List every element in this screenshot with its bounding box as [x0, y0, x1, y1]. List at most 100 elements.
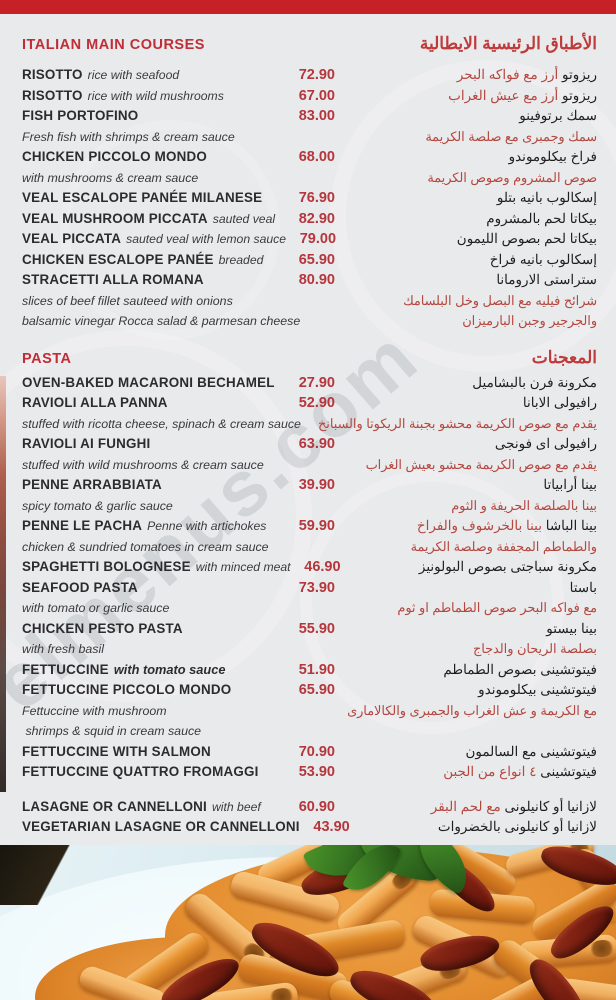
arabic-name-part: رافيولى اى فونجى	[494, 436, 597, 451]
item-name-en: CHICKEN PESTO PASTA	[22, 619, 285, 640]
item-description-ar: سمك وجمبرى مع صلصة الكريمة	[285, 127, 597, 148]
item-price: 79.00	[299, 231, 337, 247]
top-red-bar	[0, 0, 616, 14]
item-name-text: SPAGHETTI BOLOGNESE	[22, 559, 191, 574]
menu-item-description-row: shrimps & squid in cream sauce	[0, 721, 616, 742]
menu-item-row: VEAL MUSHROOM PICCATA sauted veal 82.90 بيك…	[0, 209, 616, 230]
menu-item-description-row: stuffed with ricotta cheese, spinach & c…	[0, 414, 616, 435]
item-name-en: FISH PORTOFINO	[22, 106, 285, 127]
item-name-text: CHICKEN PESTO PASTA	[22, 620, 183, 636]
menu-item-description-row: spicy tomato & garlic sauce بينا بالصلصة …	[0, 496, 616, 517]
photo-dark-corner	[0, 845, 144, 905]
section-header-pasta: PASTA المعجنات	[0, 346, 616, 371]
item-name-en: STRACETTI ALLA ROMANA	[22, 270, 285, 291]
arabic-name-part: إسكالوب بانيه بتلو	[496, 190, 597, 205]
item-price: 65.90	[298, 682, 335, 698]
arabic-name-part: بيكاتا لحم بصوص الليمون	[456, 231, 597, 246]
arabic-red-part: ٤ انواع من الجبن	[443, 764, 537, 779]
item-name-ar: فيتوتشينى ٤ انواع من الجبن	[335, 762, 597, 783]
item-name-en: PENNE LE PACHA Penne with artichokes	[22, 516, 285, 537]
arabic-red-part: شرائح فيليه مع البصل وخل البلسامك	[403, 292, 597, 308]
item-price: 70.90	[298, 743, 335, 760]
arabic-name-part: إسكالوب بانيه فراخ	[489, 251, 597, 267]
arabic-red-part: أرز مع فواكه البحر	[456, 67, 559, 82]
item-price: 67.00	[298, 87, 335, 104]
arabic-name-part: ستراستى الارومانا	[496, 272, 597, 287]
arabic-red-part: يقدم مع صوص الكريمة محشو بعيش الغراب	[365, 456, 597, 472]
item-subtext-en: breaded	[218, 252, 264, 267]
menu-item-description-row: Fresh fish with shrimps & cream sauce سمك…	[0, 127, 616, 148]
background-swirl-ornament	[60, 120, 280, 340]
arabic-red-part: يقدم مع صوص الكريمة محشو بجبنة الريكوتا …	[318, 415, 597, 431]
arabic-red-part: بينا بالصلصة الحريفة و الثوم	[451, 497, 597, 513]
menu-item-description-row: stuffed with wild mushrooms & cream sauc…	[0, 455, 616, 476]
arabic-name-part: ريزوتو	[562, 67, 597, 82]
menu-item-row: FETTUCCINE with tomato sauce 51.90 فيتوتشين…	[0, 660, 616, 681]
item-name-en: FETTUCCINE with tomato sauce	[22, 660, 285, 681]
item-description-en: slices of beef fillet sauteed with onion…	[22, 293, 233, 308]
menu-item-description-row: with fresh basil بصلصة الريحان والدجاج	[0, 639, 616, 660]
arabic-red-part: بصلصة الريحان والدجاج	[472, 641, 597, 656]
item-subtext-en: with tomato sauce	[113, 661, 226, 677]
item-price: 80.90	[298, 272, 335, 288]
section-title-ar: المعجنات	[531, 347, 597, 367]
item-price: 43.90	[313, 819, 350, 835]
item-name-en: RAVIOLI AI FUNGHI	[22, 434, 285, 455]
item-subtext-en: rice with seafood	[87, 68, 180, 82]
item-name-en: CHICKEN ESCALOPE PANÉE breaded	[22, 250, 285, 271]
menu-item-row: LASAGNE OR CANNELLONI with beef 60.90 لازان…	[0, 797, 616, 818]
arabic-name-part: فيتوتشينى مع السالمون	[465, 743, 597, 759]
item-name-ar: إسكالوب بانيه بتلو	[335, 188, 597, 209]
menu-item-row: PENNE ARRABBIATA 39.90 بينا أرابياتا	[0, 475, 616, 496]
penne-hole	[267, 986, 296, 1000]
menu-item-description-row: balsamic vinegar Rocca salad & parmesan …	[0, 311, 616, 332]
arabic-name-part: بيكاتا لحم بالمشروم	[486, 210, 597, 226]
item-name-text: LASAGNE OR CANNELLONI	[22, 798, 207, 814]
item-price: 60.90	[298, 798, 335, 815]
item-name-en: FETTUCCINE QUATTRO FROMAGGI	[22, 762, 285, 783]
menu-item-description-row: Fettuccine with mushroom مع الكريمة و عش …	[0, 701, 616, 722]
item-description-ar: صوص المشروم وصوص الكريمة	[285, 168, 597, 189]
item-description-en: with fresh basil	[22, 642, 104, 656]
item-name-ar: ريزوتو أرز مع فواكه البحر	[335, 65, 597, 86]
arabic-name-part: بينا الباشا	[545, 518, 597, 533]
item-name-text: PENNE ARRABBIATA	[22, 477, 162, 492]
item-name-en: VEAL MUSHROOM PICCATA sauted veal	[22, 209, 285, 230]
item-description-en: balsamic vinegar Rocca salad & parmesan …	[22, 314, 301, 328]
item-name-en: RISOTTO rice with wild mushrooms	[22, 86, 285, 107]
arabic-name-part: سمك برتوفينو	[519, 108, 597, 123]
item-description-en: stuffed with wild mushrooms & cream sauc…	[22, 457, 264, 472]
item-name-en: VEGETARIAN LASAGNE OR CANNELLONI	[22, 817, 300, 838]
item-price: 76.90	[298, 190, 335, 206]
item-name-en: PENNE ARRABBIATA	[22, 475, 285, 496]
menu-item-row: RAVIOLI ALLA PANNA 52.90 رافيولى الابانا	[0, 393, 616, 414]
menu-item-description-row: with mushrooms & cream sauce صوص المشروم …	[0, 168, 616, 189]
item-price: 59.90	[298, 518, 335, 534]
item-name-ar: بيكاتا لحم بالمشروم	[335, 209, 597, 230]
item-name-text: CHICKEN PICCOLO MONDO	[22, 149, 207, 164]
item-description-en: chicken & sundried tomatoes in cream sau…	[22, 539, 269, 554]
arabic-name-part: بينا أرابياتا	[543, 477, 597, 492]
menu-item-row: FETTUCCINE QUATTRO FROMAGGI 53.90 فيتوتشين…	[0, 762, 616, 783]
item-price: 63.90	[298, 436, 335, 452]
section-title-en: PASTA	[22, 350, 72, 367]
item-name-text: FISH PORTOFINO	[22, 108, 139, 123]
item-price: 72.90	[298, 67, 335, 83]
arabic-name-part: ريزوتو	[562, 87, 597, 103]
arabic-name-part: بينا بيستو	[546, 620, 597, 636]
item-name-text: VEAL MUSHROOM PICCATA	[22, 210, 208, 226]
menu-item-description-row: chicken & sundried tomatoes in cream sau…	[0, 537, 616, 558]
item-name-text: FETTUCCINE PICCOLO MONDO	[22, 682, 232, 697]
item-name-en: SPAGHETTI BOLOGNESE with minced meat	[22, 557, 291, 578]
item-price: 27.90	[298, 374, 335, 391]
item-name-ar: بينا الباشا بينا بالخرشوف والفراخ	[335, 516, 597, 537]
item-name-en: VEAL PICCATA sauted veal with lemon sauce	[22, 229, 286, 250]
item-price: 82.90	[298, 210, 335, 227]
item-name-ar: فيتوتشينى بصوص الطماطم	[335, 660, 597, 681]
item-name-ar: رافيولى الابانا	[335, 393, 597, 414]
arabic-red-part: مع فواكه البحر صوص الطماطم او ثوم	[397, 600, 597, 615]
item-description-ar: شرائح فيليه مع البصل وخل البلسامك	[285, 291, 597, 312]
item-description-en: shrimps & squid in cream sauce	[22, 724, 202, 738]
item-name-ar: بيكاتا لحم بصوص الليمون	[336, 229, 597, 250]
item-subtext-en: sauted veal with lemon sauce	[126, 232, 287, 246]
